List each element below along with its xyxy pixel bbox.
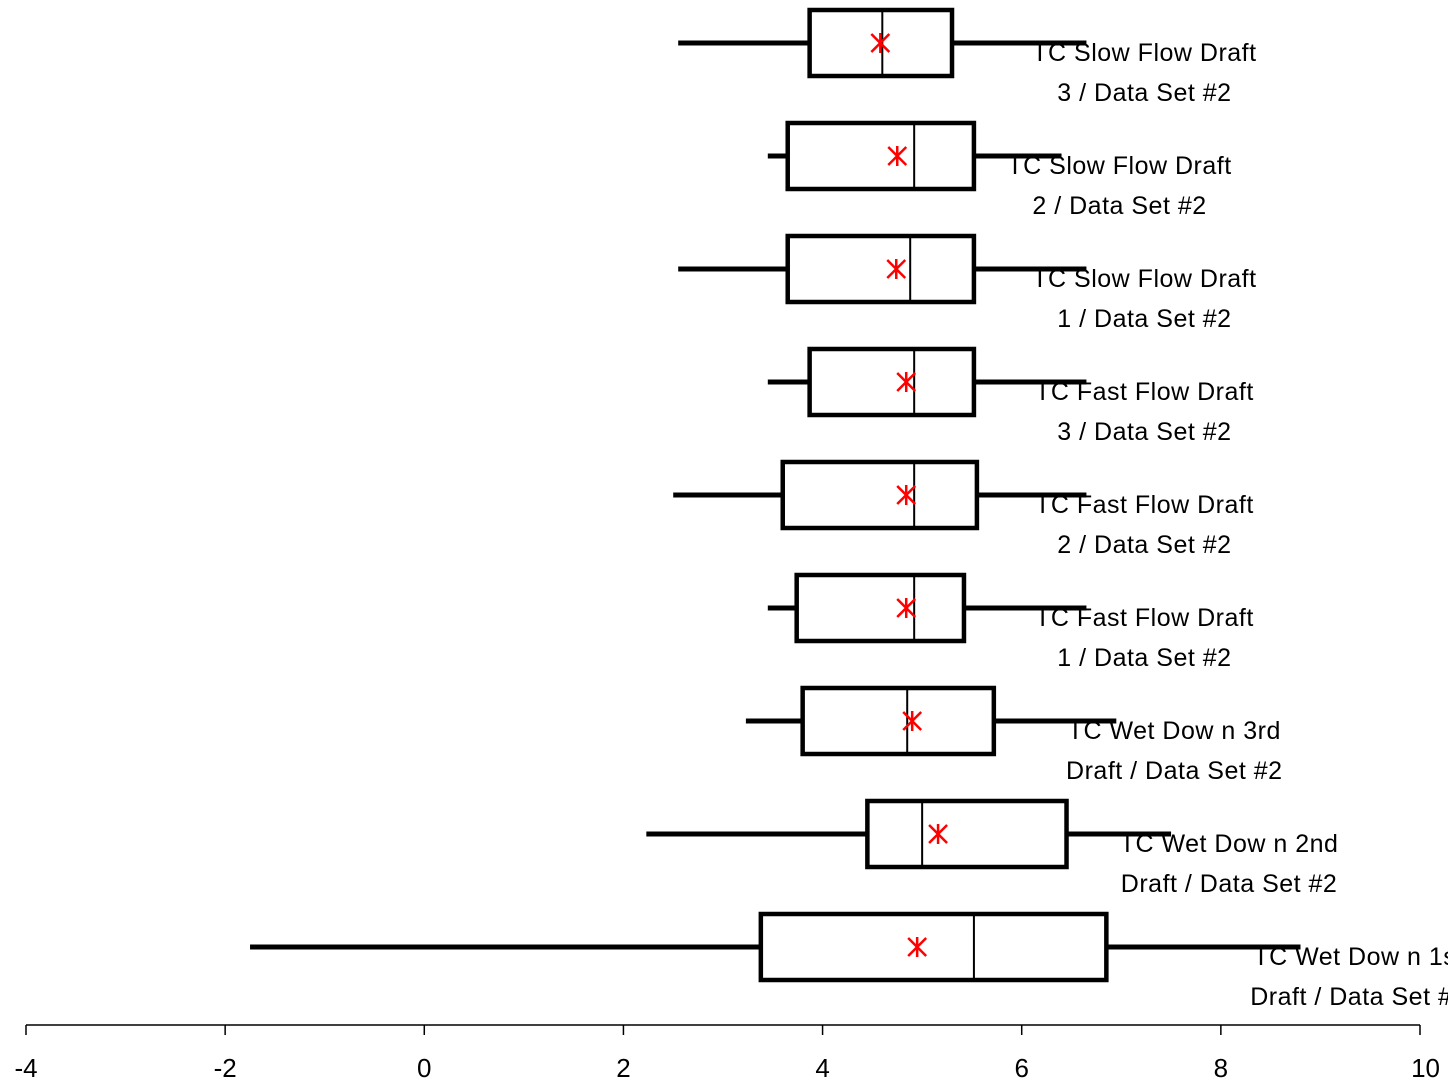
box-iqr [800,685,997,757]
category-label-line1: TC Wet Dow n 1st [1253,943,1448,971]
x-tick-label: -2 [214,1053,237,1081]
category-label-line2: Draft / Data Set #2 [1066,757,1283,785]
x-tick-label: 8 [1214,1053,1228,1081]
mean-marker [896,598,917,618]
box-iqr [785,120,977,192]
box-series-2: TC Slow Flow Draft 2 / Data Set #2 [767,120,1231,220]
box-series-7: TC Wet Dow n 3rd Draft / Data Set #2 [745,685,1283,785]
x-axis: -4 -2 0 2 4 6 8 10 [14,1024,1440,1081]
category-label-line1: TC Wet Dow n 3rd [1068,717,1281,745]
box-iqr [865,798,1069,870]
category-label-line2: Draft / Data Set #2 [1121,870,1338,898]
category-label-line2: Draft / Data Set #2 [1250,983,1448,1011]
box-series-5: TC Fast Flow Draft 2 / Data Set #2 [673,459,1254,559]
category-label-line1: TC Fast Flow Draft [1035,491,1254,519]
mean-marker [886,259,907,279]
x-tick-label: 4 [815,1053,829,1081]
box-iqr [785,233,977,305]
x-tick-label: 0 [417,1053,431,1081]
category-label-line1: TC Slow Flow Draft [1007,152,1231,180]
box-series-1: TC Slow Flow Draft 3 / Data Set #2 [678,7,1256,107]
x-tick-label: 2 [616,1053,630,1081]
category-label-line1: TC Fast Flow Draft [1035,378,1254,406]
mean-marker [928,824,948,844]
category-label-line2: 2 / Data Set #2 [1057,531,1231,559]
category-label-line1: TC Slow Flow Draft [1032,265,1256,293]
box-series-4: TC Fast Flow Draft 3 / Data Set #2 [767,346,1254,446]
x-tick-label: -4 [14,1053,37,1081]
category-label-line2: 1 / Data Set #2 [1057,305,1231,333]
box-series-9: TC Wet Dow n 1st Draft / Data Set #2 [250,911,1448,1011]
category-label-line2: 3 / Data Set #2 [1057,418,1231,446]
x-tick-label: 6 [1014,1053,1028,1081]
box-series-3: TC Slow Flow Draft 1 / Data Set #2 [678,233,1256,333]
category-label-line1: TC Fast Flow Draft [1035,604,1254,632]
category-label-line2: 2 / Data Set #2 [1032,192,1206,220]
x-tick-label: 10 [1411,1053,1440,1081]
box-iqr [807,7,955,79]
mean-marker [896,372,917,392]
box-iqr [794,572,967,644]
box-series-8: TC Wet Dow n 2nd Draft / Data Set #2 [646,798,1339,898]
category-label-line2: 1 / Data Set #2 [1057,644,1231,672]
mean-marker [902,711,923,731]
mean-marker [870,33,891,53]
box-iqr [758,911,1109,983]
box-iqr [780,459,980,531]
box-series-6: TC Fast Flow Draft 1 / Data Set #2 [767,572,1254,672]
category-label-line1: TC Wet Dow n 2nd [1120,830,1339,858]
category-label-line2: 3 / Data Set #2 [1057,79,1231,107]
category-label-line1: TC Slow Flow Draft [1032,39,1256,67]
box-iqr [807,346,977,418]
mean-marker [907,937,928,957]
mean-marker [887,146,908,166]
mean-marker [896,485,917,505]
